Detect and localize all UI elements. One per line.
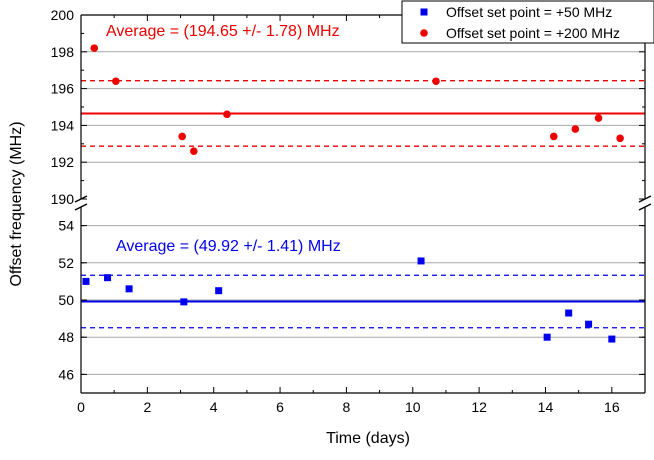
x-tick-label: 12 xyxy=(471,399,487,415)
data-point-circle xyxy=(190,147,198,155)
data-point-circle xyxy=(571,125,580,133)
average-lines xyxy=(81,80,645,329)
x-tick-label: 16 xyxy=(604,399,620,415)
data-point-circle xyxy=(594,114,603,122)
x-tick-label: 14 xyxy=(538,399,554,415)
gridlines xyxy=(81,51,645,375)
data-point-square xyxy=(543,333,551,341)
average-annotation: Average = (49.92 +/- 1.41) MHz xyxy=(116,238,341,255)
data-point-square xyxy=(215,287,223,295)
x-tick-label: 4 xyxy=(210,399,218,415)
y-tick-label: 190 xyxy=(51,191,75,207)
y-tick-label: 200 xyxy=(51,7,75,23)
y-tick-label: 54 xyxy=(58,218,74,234)
data-point-square xyxy=(82,277,90,285)
data-point-square xyxy=(565,309,573,317)
y-tick-label: 196 xyxy=(51,81,75,97)
data-point-square xyxy=(417,257,425,265)
y-tick-label: 46 xyxy=(58,366,74,382)
legend-label: Offset set point = +50 MHz xyxy=(446,4,612,20)
data-point-circle xyxy=(90,44,99,52)
x-tick-label: 2 xyxy=(143,399,151,415)
data-point-circle xyxy=(178,132,186,141)
data-point-circle xyxy=(432,77,440,86)
data-point-circle xyxy=(223,110,231,119)
average-annotation: Average = (194.65 +/- 1.78) MHz xyxy=(106,23,340,40)
y-axis-title: Offset frequency (MHz) xyxy=(8,121,25,286)
axis-break-mark xyxy=(638,203,652,211)
data-point-square xyxy=(585,320,593,328)
x-tick-label: 10 xyxy=(405,399,421,415)
data-points xyxy=(82,44,624,343)
legend-marker-circle xyxy=(420,29,428,37)
y-tick-label: 52 xyxy=(58,255,74,271)
y-tick-label: 50 xyxy=(58,292,74,308)
legend-label: Offset set point = +200 MHz xyxy=(446,25,620,41)
x-axis-title: Time (days) xyxy=(326,430,410,447)
y-tick-label: 194 xyxy=(51,117,75,133)
data-point-square xyxy=(180,298,188,306)
y-tick-label: 198 xyxy=(51,44,75,60)
legend-box xyxy=(401,0,654,44)
axis-break-mark xyxy=(74,203,88,211)
y-tick-label: 192 xyxy=(51,154,75,170)
x-tick-label: 0 xyxy=(77,399,85,415)
y-tick-label: 48 xyxy=(58,329,74,345)
data-point-circle xyxy=(112,77,120,86)
data-point-square xyxy=(608,335,616,343)
data-point-square xyxy=(104,274,112,282)
annotations: Average = (49.92 +/- 1.41) MHz Average = … xyxy=(106,23,341,255)
axis-break-mark xyxy=(638,195,652,203)
legend: Offset set point = +50 MHz Offset set poi… xyxy=(401,0,654,44)
data-point-circle xyxy=(549,132,558,141)
data-point-square xyxy=(125,285,133,293)
data-point-circle xyxy=(616,134,624,143)
x-tick-label: 8 xyxy=(343,399,351,415)
x-tick-label: 6 xyxy=(276,399,284,415)
axis-break-mark xyxy=(74,195,88,203)
legend-marker-square xyxy=(420,8,428,16)
